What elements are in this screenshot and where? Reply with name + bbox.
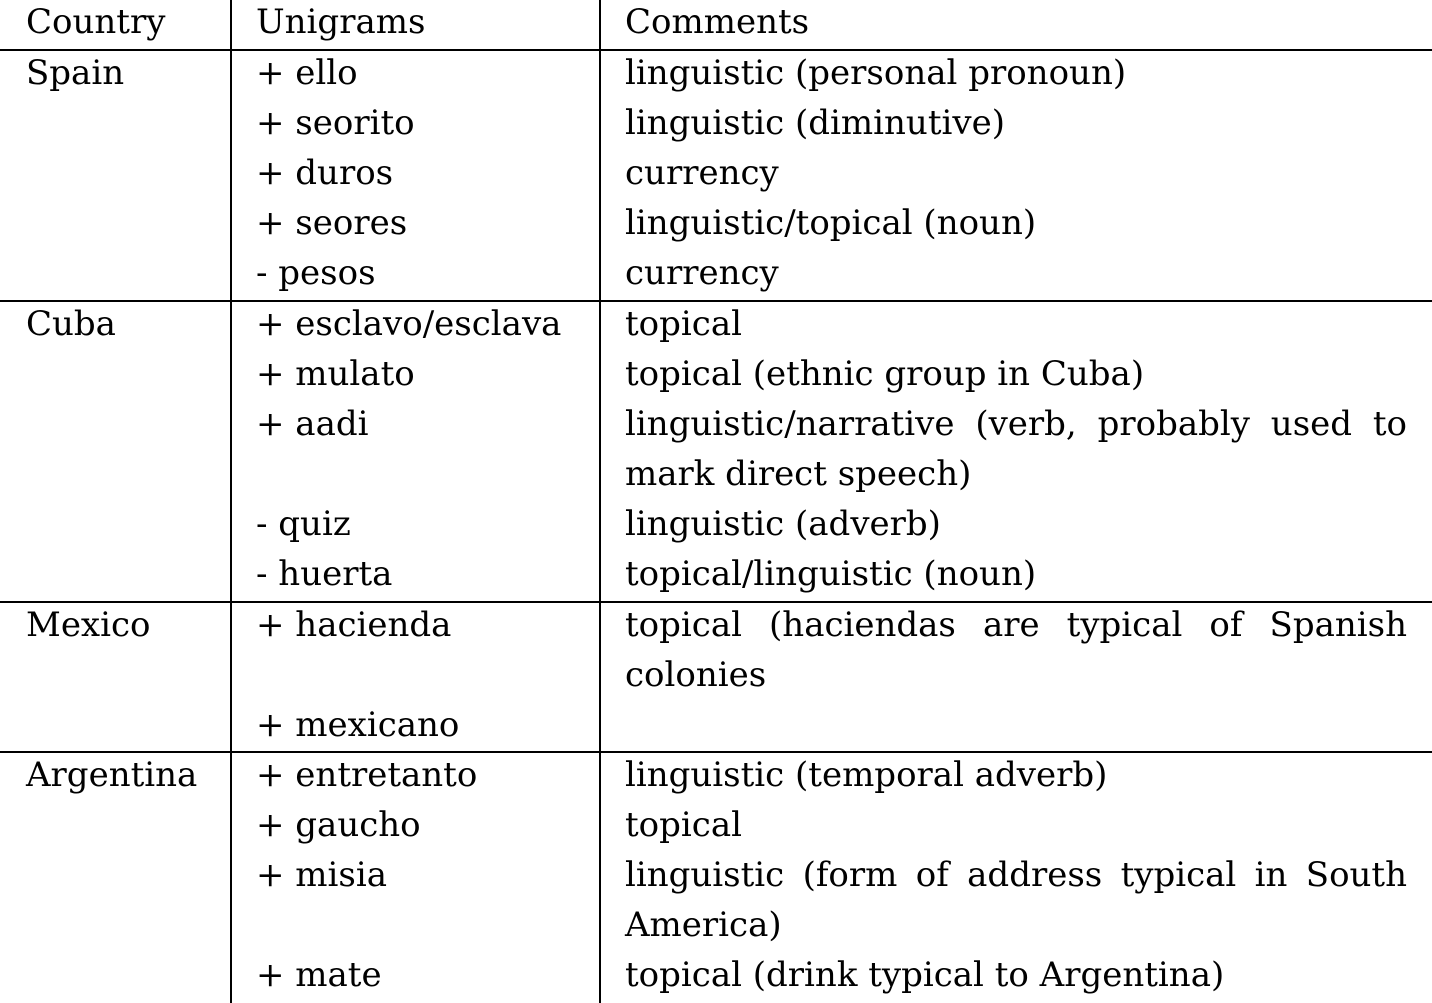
country-cell-argentina: Argentina [26,755,198,795]
comment-cell: topical (haciendas are typical of Spanis… [625,605,1407,645]
unigram-cell: + misia [256,855,388,895]
unigram-cell: - pesos [256,253,376,293]
comment-cell: linguistic (form of address typical in S… [625,855,1407,895]
unigram-cell: + gaucho [256,805,421,845]
comment-cell: topical [625,805,742,845]
unigram-cell: + mulato [256,354,415,394]
comment-cell: linguistic (adverb) [625,504,941,544]
unigram-cell: + seores [256,203,408,243]
comment-cell: topical (drink typical to Argentina) [625,955,1225,995]
unigram-cell: + seorito [256,103,415,143]
comment-cell: linguistic/narrative (verb, probably use… [625,404,1407,444]
unigram-cell: + mate [256,955,382,995]
country-cell-mexico: Mexico [26,605,151,645]
comment-cell: currency [625,153,779,193]
unigram-cell: + mexicano [256,705,460,745]
header-country: Country [26,2,166,42]
unigram-cell: + duros [256,153,394,193]
column-divider-2 [599,0,601,1003]
unigram-cell: + entretanto [256,755,478,795]
unigram-cell: - quiz [256,504,351,544]
comment-cell-continuation: colonies [625,655,767,695]
comment-cell-continuation: mark direct speech) [625,454,972,494]
comment-cell: topical/linguistic (noun) [625,554,1037,594]
group-rule-cuba-mexico [0,601,1432,603]
comment-cell-continuation: America) [625,905,782,945]
comment-cell: linguistic (diminutive) [625,103,1005,143]
unigram-cell: + aadi [256,404,369,444]
country-cell-cuba: Cuba [26,304,116,344]
comment-cell: topical [625,304,742,344]
group-rule-spain-cuba [0,300,1432,302]
country-cell-spain: Spain [26,53,125,93]
unigram-cell: + hacienda [256,605,452,645]
comment-cell: currency [625,253,779,293]
header-rule [0,49,1432,51]
comment-cell: topical (ethnic group in Cuba) [625,354,1145,394]
group-rule-mexico-argentina [0,751,1432,753]
unigram-cell: + esclavo/esclava [256,304,562,344]
unigram-cell: + ello [256,53,358,93]
header-comments: Comments [625,2,810,42]
header-unigrams: Unigrams [256,2,426,42]
column-divider-1 [230,0,232,1003]
unigram-cell: - huerta [256,554,393,594]
comment-cell: linguistic/topical (noun) [625,203,1037,243]
comment-cell: linguistic (personal pronoun) [625,53,1127,93]
comment-cell: linguistic (temporal adverb) [625,755,1108,795]
